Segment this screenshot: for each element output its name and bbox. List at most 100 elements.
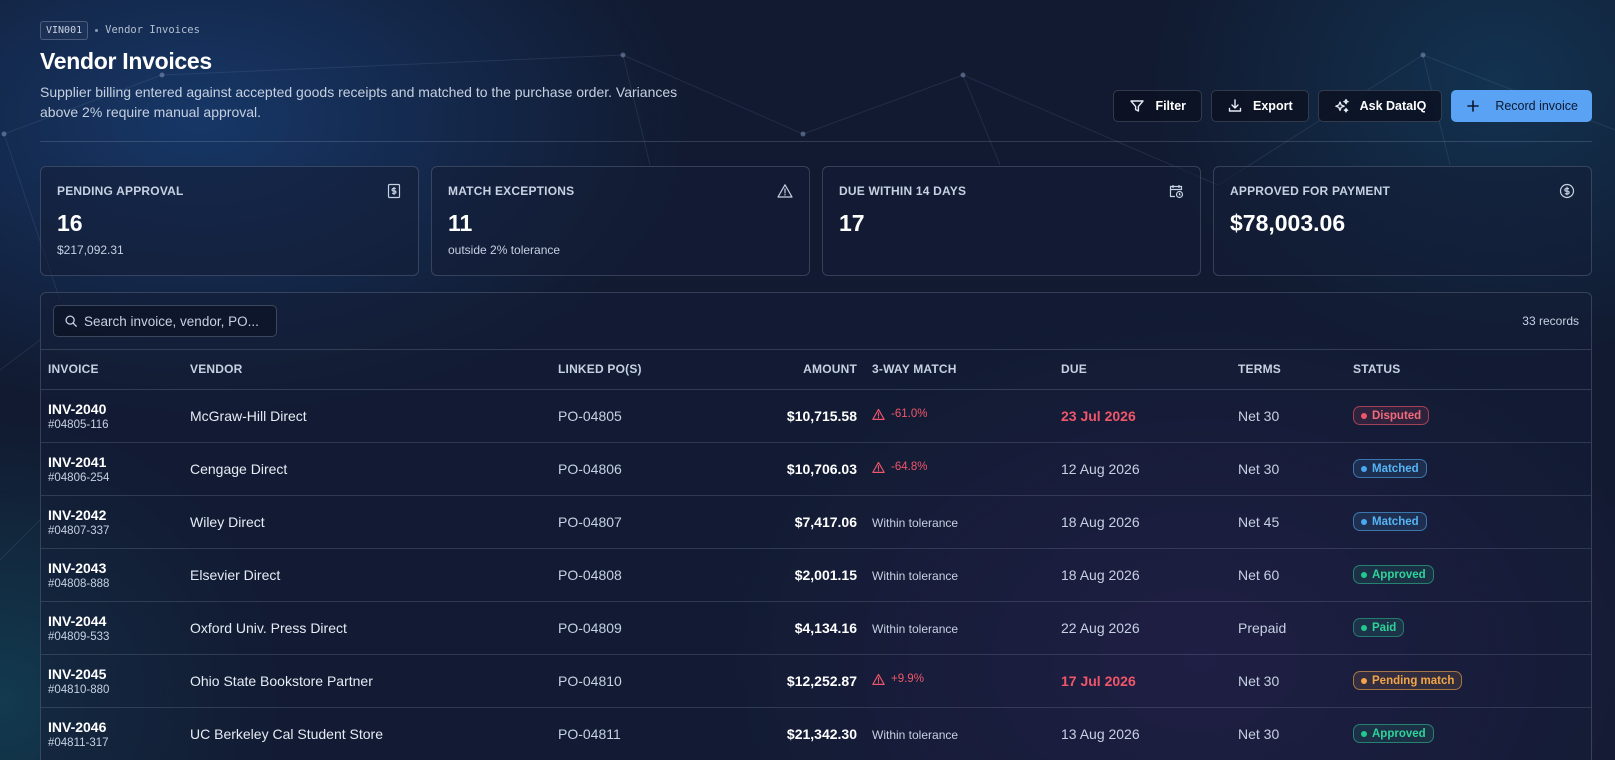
breadcrumb: VIN001 Vendor Invoices — [40, 18, 1592, 42]
match-cell: Within tolerance — [872, 495, 1061, 549]
filter-button[interactable]: Filter — [1113, 90, 1203, 122]
column-header-linked-pos[interactable]: LINKED PO(S) — [558, 350, 732, 390]
table-row[interactable]: INV-2043 #04808-888 Elsevier Direct PO-0480… — [41, 548, 1591, 602]
due-date: 12 Aug 2026 — [1061, 442, 1238, 496]
match-variance-value: +9.9% — [891, 673, 924, 685]
linked-po[interactable]: PO-04809 — [558, 601, 732, 655]
page-code-chip: VIN001 — [40, 20, 89, 40]
kpi-card-pending-approval: PENDING APPROVAL 16 $217,092.31 — [40, 166, 419, 276]
invoice-cell: INV-2044 #04809-533 — [41, 601, 190, 655]
status-cell: Pending match — [1353, 654, 1591, 708]
status-dot — [1361, 465, 1367, 472]
invoice-reference: #04810-880 — [48, 683, 110, 696]
linked-po[interactable]: PO-04808 — [558, 548, 732, 602]
table-row[interactable]: INV-2044 #04809-533 Oxford Univ. Press Dir… — [41, 601, 1591, 655]
status-dot — [1361, 677, 1367, 684]
search-box[interactable] — [53, 305, 277, 337]
invoice-number[interactable]: INV-2046 — [48, 718, 107, 735]
plus-icon — [1467, 100, 1480, 112]
match-status-text: Within tolerance — [872, 568, 959, 583]
status-dot — [1361, 571, 1367, 578]
column-header-terms[interactable]: TERMS — [1238, 350, 1353, 390]
export-button-label: Export — [1253, 99, 1293, 113]
table-row[interactable]: INV-2046 #04811-317 UC Berkeley Cal Studen… — [41, 707, 1591, 760]
column-header-due[interactable]: DUE — [1061, 350, 1238, 390]
vendor-name: Wiley Direct — [190, 495, 558, 549]
invoice-reference: #04806-254 — [48, 471, 110, 484]
kpi-subtext: $217,092.31 — [57, 243, 124, 257]
due-date: 23 Jul 2026 — [1061, 389, 1238, 443]
status-badge: Approved — [1353, 724, 1434, 744]
invoice-reference: #04805-116 — [48, 418, 109, 431]
invoice-reference: #04808-888 — [48, 577, 110, 590]
table-row[interactable]: INV-2042 #04807-337 Wiley Direct PO-04807 $7… — [41, 495, 1591, 549]
page-title: Vendor Invoices — [40, 48, 212, 74]
invoice-cell: INV-2041 #04806-254 — [41, 442, 190, 496]
breadcrumb-separator — [95, 28, 99, 32]
linked-po[interactable]: PO-04811 — [558, 707, 732, 760]
status-label: Paid — [1372, 621, 1397, 634]
match-cell: Within tolerance — [872, 601, 1061, 655]
kpi-label: PENDING APPROVAL — [57, 184, 184, 198]
header-actions: Filter Export Ask DataIQ Record invoice — [1113, 90, 1592, 122]
table-row[interactable]: INV-2040 #04805-116 McGraw-Hill Direct PO-0… — [41, 389, 1591, 443]
status-dot — [1361, 624, 1367, 631]
kpi-value: 16 — [57, 210, 83, 236]
column-header-status[interactable]: STATUS — [1353, 350, 1591, 390]
column-header-vendor[interactable]: VENDOR — [190, 350, 558, 390]
invoice-number[interactable]: INV-2043 — [48, 559, 107, 576]
linked-po[interactable]: PO-04805 — [558, 389, 732, 443]
column-header-amount[interactable]: AMOUNT — [732, 350, 872, 390]
export-button[interactable]: Export — [1211, 90, 1309, 122]
invoice-number[interactable]: INV-2040 — [48, 400, 107, 417]
invoice-number[interactable]: INV-2042 — [48, 506, 107, 523]
linked-po[interactable]: PO-04807 — [558, 495, 732, 549]
match-cell: +9.9% — [872, 654, 1061, 708]
kpi-cards: PENDING APPROVAL 16 $217,092.31 MATCH EX… — [40, 166, 1592, 276]
due-date: 13 Aug 2026 — [1061, 707, 1238, 760]
match-variance: -64.8% — [872, 461, 927, 474]
breadcrumb-current: Vendor Invoices — [105, 24, 200, 36]
linked-po[interactable]: PO-04806 — [558, 442, 732, 496]
status-cell: Matched — [1353, 495, 1591, 549]
status-dot — [1361, 518, 1367, 525]
ask-dataiq-button[interactable]: Ask DataIQ — [1317, 90, 1443, 122]
column-header-invoice[interactable]: INVOICE — [41, 350, 190, 390]
match-variance-value: -64.8% — [891, 461, 928, 473]
invoice-reference: #04809-533 — [48, 630, 110, 643]
vendor-invoices-page: VIN001 Vendor Invoices Vendor Invoices S… — [40, 18, 1592, 760]
dollar-circle-icon — [1559, 183, 1575, 199]
record-invoice-button[interactable]: Record invoice — [1451, 90, 1592, 122]
invoice-number[interactable]: INV-2045 — [48, 665, 107, 682]
status-label: Pending match — [1372, 674, 1455, 687]
sparkles-icon — [1334, 98, 1349, 113]
column-header-3-way-match[interactable]: 3-WAY MATCH — [872, 350, 1061, 390]
invoice-reference: #04807-337 — [48, 524, 110, 537]
search-input[interactable] — [84, 313, 274, 329]
due-date: 17 Jul 2026 — [1061, 654, 1238, 708]
kpi-value: 11 — [448, 210, 473, 236]
invoice-amount: $2,001.15 — [732, 548, 872, 602]
record-invoice-button-label: Record invoice — [1495, 99, 1578, 113]
linked-po[interactable]: PO-04810 — [558, 654, 732, 708]
payment-terms: Net 45 — [1238, 495, 1353, 549]
status-badge: Paid — [1353, 618, 1405, 638]
status-badge: Matched — [1353, 459, 1427, 479]
invoice-amount: $4,134.16 — [732, 601, 872, 655]
payment-terms: Net 30 — [1238, 389, 1353, 443]
status-dot — [1361, 730, 1367, 737]
payment-terms: Net 30 — [1238, 654, 1353, 708]
match-cell: Within tolerance — [872, 707, 1061, 760]
invoice-number[interactable]: INV-2041 — [48, 453, 107, 470]
table-row[interactable]: INV-2045 #04810-880 Ohio State Bookstore P… — [41, 654, 1591, 708]
invoice-cell: INV-2043 #04808-888 — [41, 548, 190, 602]
invoice-number[interactable]: INV-2044 — [48, 612, 107, 629]
kpi-card-due-within-14-days: DUE WITHIN 14 DAYS 17 — [822, 166, 1201, 276]
kpi-label: DUE WITHIN 14 DAYS — [839, 184, 967, 198]
download-icon — [1228, 99, 1242, 112]
status-label: Disputed — [1372, 409, 1422, 422]
invoice-table-panel: 33 records INVOICE VENDOR LINKED PO(S) A… — [40, 292, 1592, 760]
calendar-clock-icon — [1169, 185, 1184, 199]
vendor-name: Elsevier Direct — [190, 548, 558, 602]
table-row[interactable]: INV-2041 #04806-254 Cengage Direct PO-04806… — [41, 442, 1591, 496]
